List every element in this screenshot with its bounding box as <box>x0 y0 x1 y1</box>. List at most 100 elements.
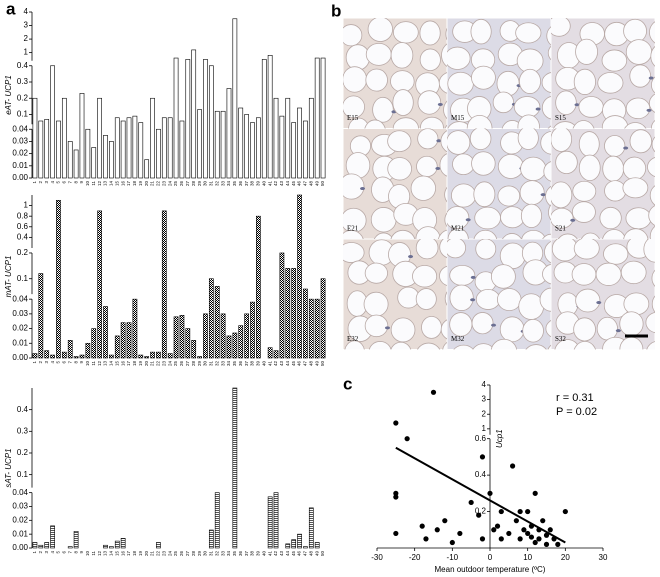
bar <box>273 350 279 359</box>
adipocyte <box>575 38 599 65</box>
x-tick-label: 20 <box>144 361 149 367</box>
adipocyte <box>601 49 628 72</box>
y-tick-label: 0.4 <box>17 405 29 414</box>
adipocyte <box>471 312 494 335</box>
adipocyte <box>392 89 414 116</box>
bar <box>238 107 244 179</box>
bar <box>308 97 314 179</box>
y-axis-label: Ucp1 <box>495 429 504 448</box>
adipocyte <box>646 341 655 350</box>
y-tick-label: 0.03 <box>12 309 28 318</box>
x-tick-label: 13 <box>103 181 108 187</box>
point <box>506 530 512 537</box>
point <box>449 539 455 546</box>
adipocyte <box>447 239 466 259</box>
adipocyte <box>551 128 573 152</box>
x-tick-label: 35 <box>232 361 237 367</box>
point <box>536 527 542 533</box>
x-tick-label: 7 <box>67 181 72 184</box>
x-tick-label: 15 <box>114 181 119 187</box>
adipocyte <box>390 229 416 239</box>
bar <box>67 141 73 179</box>
x-tick-label: 30 <box>203 551 208 557</box>
bar <box>50 525 55 549</box>
bar <box>150 351 155 359</box>
x-tick-label: 43 <box>279 181 284 187</box>
micrograph-grid: E15 M15 S15 E21 M21 S21 E32 M32 S32 <box>343 18 655 358</box>
adipocyte <box>515 22 542 44</box>
x-tick-label: 13 <box>103 551 108 557</box>
micrograph <box>447 128 551 239</box>
x-tick-label: 18 <box>132 181 137 187</box>
bar <box>79 354 85 359</box>
x-tick-label: 37 <box>244 181 249 187</box>
adipocyte <box>469 128 492 150</box>
x-tick-label: 13 <box>103 361 108 367</box>
bar <box>314 57 320 179</box>
x-tick-label: 44 <box>285 551 290 557</box>
adipocyte <box>625 207 652 230</box>
adipocyte <box>519 180 545 206</box>
adipocyte <box>555 150 578 174</box>
x-tick-label: 37 <box>244 361 249 367</box>
x-tick-label: 47 <box>303 551 308 557</box>
adipocyte <box>447 71 474 96</box>
bar <box>267 347 273 359</box>
y-tick-label: 0.01 <box>12 529 28 538</box>
x-tick-label: 9 <box>79 551 84 554</box>
adipocyte <box>596 316 618 341</box>
x-tick-label: 30 <box>599 553 608 562</box>
y-tick-label: 0.6 <box>475 434 487 443</box>
x-tick-label: 16 <box>120 551 125 557</box>
x-tick-label: 28 <box>191 361 196 367</box>
adipocyte <box>364 119 386 129</box>
bar <box>73 531 79 549</box>
panel-label: b <box>331 1 341 20</box>
x-tick-label: 43 <box>279 551 284 557</box>
adipocyte <box>440 319 447 340</box>
y-tick-label: 1 <box>24 48 29 57</box>
adipocyte <box>649 21 655 44</box>
x-tick-label: 41 <box>267 551 272 557</box>
adipocyte <box>452 153 475 176</box>
y-tick-label: 3 <box>24 21 29 30</box>
x-tick-label: 48 <box>308 181 313 187</box>
x-tick-label: 25 <box>173 551 178 557</box>
adipocyte <box>651 269 655 287</box>
adipocyte <box>442 341 447 350</box>
bar <box>226 335 232 359</box>
bar <box>114 540 120 549</box>
x-tick-label: 22 <box>156 361 161 367</box>
x-tick-label: 12 <box>97 181 102 187</box>
adipocyte <box>343 242 365 263</box>
x-tick-label: 21 <box>150 551 155 557</box>
y-tick-label: 0.1 <box>17 470 29 479</box>
x-tick-label: 2 <box>38 181 43 184</box>
adipocyte <box>571 263 597 286</box>
adipocyte <box>578 131 600 157</box>
nucleus <box>492 355 497 358</box>
x-tick-label: 25 <box>173 181 178 187</box>
bar <box>50 354 55 359</box>
adipocyte <box>540 131 551 155</box>
adipocyte <box>390 42 414 69</box>
y-tick-label: 0.01 <box>12 338 28 347</box>
adipocyte <box>416 155 438 178</box>
adipocyte <box>573 68 596 95</box>
bar <box>197 356 202 359</box>
adipocyte <box>441 43 447 67</box>
nucleus <box>648 76 654 80</box>
bar <box>61 351 67 359</box>
bar <box>32 542 38 549</box>
adipocyte <box>440 130 447 153</box>
x-tick-label: 2 <box>38 551 43 554</box>
x-tick-label: 30 <box>203 181 208 187</box>
x-tick-label: 27 <box>185 181 190 187</box>
micrograph <box>343 18 447 129</box>
x-tick-label: 23 <box>161 361 166 367</box>
bar <box>109 546 114 549</box>
x-tick-label: 37 <box>244 551 249 557</box>
x-tick-label: 44 <box>285 181 290 187</box>
bar <box>261 59 267 179</box>
